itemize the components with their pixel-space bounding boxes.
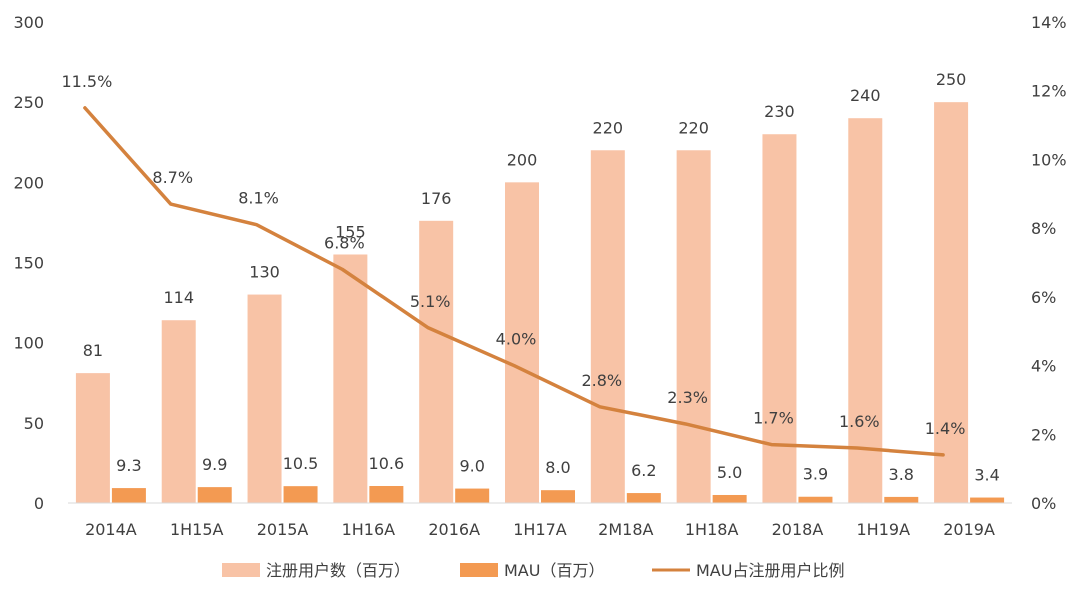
legend-swatch-registered [222, 563, 260, 577]
bar-registered [419, 221, 453, 503]
legend-label-mau: MAU（百万） [504, 561, 604, 580]
right-tick-label: 8% [1031, 219, 1056, 238]
data-label-ratio: 2.3% [667, 388, 708, 407]
bar-registered [248, 295, 282, 503]
data-label-mau: 9.9 [202, 455, 227, 474]
data-label-ratio: 1.7% [753, 409, 794, 428]
data-label-ratio: 1.4% [925, 419, 966, 438]
x-tick-label: 1H18A [685, 520, 739, 539]
legend-label-ratio: MAU占注册用户比例 [696, 561, 844, 580]
data-label-mau: 9.3 [116, 456, 141, 475]
left-tick-label: 300 [13, 13, 44, 32]
bar-mau [798, 497, 832, 503]
data-label-registered: 81 [83, 341, 103, 360]
bar-mau [627, 493, 661, 503]
left-axis: 0 50 100 150 200 250 300 [13, 13, 44, 513]
data-label-registered: 250 [936, 70, 967, 89]
legend-label-registered: 注册用户数（百万） [266, 561, 410, 580]
data-label-mau: 10.6 [369, 454, 405, 473]
right-axis: 0% 2% 4% 6% 8% 10% 12% 14% [1031, 13, 1067, 513]
x-tick-label: 1H19A [857, 520, 911, 539]
data-label-ratio: 8.1% [238, 189, 279, 208]
legend: 注册用户数（百万） MAU（百万） MAU占注册用户比例 [222, 561, 844, 580]
data-label-ratio: 8.7% [152, 168, 193, 187]
bar-mau [198, 487, 232, 503]
bar-registered [934, 102, 968, 503]
right-tick-label: 6% [1031, 288, 1056, 307]
data-label-registered: 114 [163, 288, 194, 307]
data-label-ratio: 11.5% [61, 72, 112, 91]
data-label-mau: 3.8 [889, 465, 914, 484]
bar-registered [848, 118, 882, 503]
data-label-mau: 3.9 [803, 465, 828, 484]
bar-series [76, 102, 1004, 503]
right-tick-label: 2% [1031, 425, 1056, 444]
data-label-registered: 200 [507, 150, 538, 169]
data-label-mau: 10.5 [283, 454, 319, 473]
bar-mau [884, 497, 918, 503]
x-tick-label: 2019A [943, 520, 995, 539]
right-tick-label: 10% [1031, 150, 1067, 169]
data-label-registered: 220 [593, 118, 624, 137]
data-label-mau: 3.4 [974, 466, 999, 485]
x-tick-label: 1H16A [342, 520, 396, 539]
bar-registered [762, 134, 796, 503]
data-label-ratio: 5.1% [410, 292, 451, 311]
legend-swatch-mau [460, 563, 498, 577]
bar-registered [677, 150, 711, 503]
bar-mau [541, 490, 575, 503]
bar-mau [970, 498, 1004, 503]
bar-registered [591, 150, 625, 503]
bar-registered [76, 373, 110, 503]
left-tick-label: 150 [13, 254, 44, 273]
data-label-ratio: 4.0% [496, 330, 537, 349]
left-tick-label: 200 [13, 173, 44, 192]
data-label-registered: 230 [764, 102, 795, 121]
data-label-registered: 176 [421, 189, 452, 208]
data-label-ratio: 2.8% [581, 371, 622, 390]
data-label-mau: 9.0 [459, 457, 484, 476]
data-label-ratio: 6.8% [324, 233, 365, 252]
bar-mau [713, 495, 747, 503]
x-tick-label: 1H17A [513, 520, 567, 539]
x-tick-label: 1H15A [170, 520, 224, 539]
data-label-registered: 240 [850, 86, 881, 105]
left-tick-label: 50 [24, 414, 44, 433]
x-axis: 2014A 1H15A 2015A 1H16A 2016A 1H17A 2M18A 1H18A… [68, 503, 1012, 539]
bar-registered [162, 320, 196, 503]
bar-registered [333, 254, 367, 503]
bar-mau [112, 488, 146, 503]
bar-mau [369, 486, 403, 503]
right-tick-label: 14% [1031, 13, 1067, 32]
data-label-mau: 5.0 [717, 463, 742, 482]
x-tick-label: 2M18A [598, 520, 653, 539]
left-tick-label: 0 [34, 494, 44, 513]
right-tick-label: 4% [1031, 357, 1056, 376]
data-label-registered: 220 [678, 118, 709, 137]
data-label-mau: 6.2 [631, 461, 656, 480]
left-tick-label: 250 [13, 93, 44, 112]
right-tick-label: 0% [1031, 494, 1056, 513]
left-tick-label: 100 [13, 334, 44, 353]
x-tick-label: 2016A [428, 520, 480, 539]
bar-mau [284, 486, 318, 503]
x-tick-label: 2015A [257, 520, 309, 539]
x-tick-label: 2014A [85, 520, 137, 539]
data-label-mau: 8.0 [545, 458, 570, 477]
bar-mau [455, 489, 489, 503]
data-label-ratio: 1.6% [839, 412, 880, 431]
right-tick-label: 12% [1031, 82, 1067, 101]
data-label-registered: 130 [249, 263, 280, 282]
x-tick-label: 2018A [772, 520, 824, 539]
